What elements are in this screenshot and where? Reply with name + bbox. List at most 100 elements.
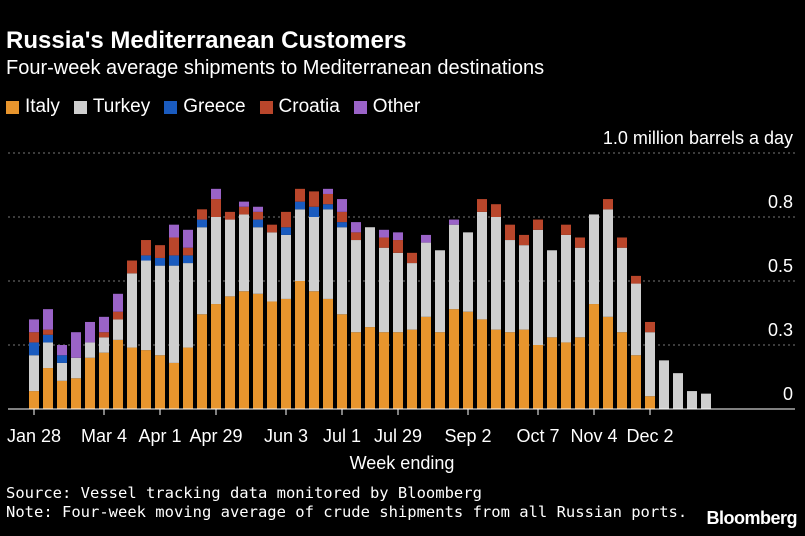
bar-segment-italy [645, 396, 655, 409]
chart-subtitle: Four-week average shipments to Mediterra… [6, 57, 545, 79]
x-tick-label: Jan 28 [7, 426, 61, 446]
bar-segment-turkey [575, 247, 585, 338]
x-tick-label: Apr 29 [189, 426, 242, 446]
legend-item-croatia: Croatia [259, 96, 340, 118]
bar-segment-croatia [477, 199, 487, 212]
x-tick-label: Jul 29 [374, 426, 422, 446]
bloomberg-logo: Bloomberg [706, 508, 797, 528]
bar-segment-croatia [169, 237, 179, 256]
x-axis-label: Week ending [350, 453, 455, 473]
y-tick-label: 0.5 [768, 256, 793, 276]
bar-segment-croatia [351, 232, 361, 241]
bar-segment-turkey [239, 214, 249, 292]
bar-segment-italy [603, 316, 613, 409]
legend-swatch-italy [6, 100, 19, 114]
bar-segment-other [253, 206, 263, 212]
bar-segment-italy [57, 380, 67, 409]
bars [29, 188, 711, 409]
bar-segment-croatia [99, 332, 109, 338]
bar-segment-turkey [365, 227, 375, 328]
bar-segment-croatia [155, 245, 165, 258]
bar-segment-greece [323, 204, 333, 210]
bar-segment-croatia [197, 209, 207, 220]
legend-item-turkey: Turkey [73, 96, 150, 118]
bar-segment-italy [71, 378, 81, 409]
bar-segment-turkey [603, 209, 613, 317]
bar-segment-turkey [533, 229, 543, 345]
bar-segment-croatia [29, 332, 39, 343]
bar-segment-croatia [505, 224, 515, 241]
bar-segment-turkey [435, 250, 445, 333]
bar-segment-italy [239, 291, 249, 409]
bar-segment-italy [127, 347, 137, 409]
x-tick-label: Nov 4 [570, 426, 617, 446]
bar-segment-italy [281, 298, 291, 409]
legend-label-italy: Italy [25, 96, 60, 117]
bar-segment-italy [197, 314, 207, 409]
bar-segment-italy [407, 329, 417, 409]
bar-segment-italy [85, 357, 95, 409]
bar-segment-turkey [407, 263, 417, 330]
legend-swatch-other [353, 100, 367, 114]
bar-segment-croatia [379, 237, 389, 248]
bar-segment-turkey [491, 217, 501, 330]
bar-segment-croatia [127, 260, 137, 274]
bar-segment-italy [589, 304, 599, 409]
legend-label-other: Other [372, 96, 421, 117]
bar-segment-italy [43, 368, 53, 409]
bar-segment-italy [491, 329, 501, 409]
bar-segment-other [43, 309, 53, 330]
bar-segment-greece [309, 206, 319, 217]
bar-segment-greece [197, 219, 207, 228]
bar-segment-other [351, 222, 361, 233]
bar-segment-turkey [379, 247, 389, 333]
x-tick-labels: Jan 28 Mar 4 Apr 1 Apr 29 Jun 3 Jul 1 Jul 29 Se… [7, 409, 674, 446]
legend-label-croatia: Croatia [278, 96, 340, 117]
y-tick-labels: 0 0.3 0.5 0.8 1.0 million barrels a day [603, 128, 793, 404]
bar-segment-turkey [113, 319, 123, 340]
legend-item-greece: Greece [164, 96, 246, 118]
bar-segment-turkey [519, 245, 529, 330]
x-tick-label: Apr 1 [138, 426, 181, 446]
bar-segment-italy [449, 309, 459, 409]
bar-segment-other [239, 201, 249, 207]
bar-segment-turkey [267, 232, 277, 302]
bar-segment-turkey [211, 217, 221, 305]
bar-segment-other [449, 219, 459, 225]
bar-segment-italy [29, 391, 39, 409]
bar-segment-italy [547, 337, 557, 409]
bar-segment-italy [253, 293, 263, 409]
bar-segment-greece [295, 201, 305, 210]
bar-segment-croatia [617, 237, 627, 248]
bar-segment-croatia [393, 240, 403, 253]
bar-segment-other [421, 234, 431, 243]
bar-segment-greece [57, 355, 67, 363]
bar-segment-turkey [659, 360, 669, 409]
bar-segment-italy [561, 342, 571, 409]
bar-segment-italy [379, 332, 389, 409]
bar-segment-turkey [295, 209, 305, 281]
x-tick-label: Sep 2 [444, 426, 491, 446]
bar-segment-greece [141, 255, 151, 261]
bar-segment-greece [183, 255, 193, 264]
bar-segment-turkey [449, 224, 459, 310]
bar-segment-turkey [309, 217, 319, 292]
bar-segment-turkey [631, 283, 641, 356]
bar-segment-other [113, 293, 123, 312]
bar-segment-turkey [155, 265, 165, 356]
bar-segment-other [71, 332, 81, 358]
x-tick-label: Mar 4 [81, 426, 127, 446]
legend-swatch-turkey [73, 100, 87, 114]
bar-segment-turkey [29, 355, 39, 392]
bar-segment-croatia [295, 188, 305, 202]
bar-segment-other [337, 199, 347, 212]
bar-segment-other [99, 316, 109, 333]
bar-segment-italy [113, 339, 123, 409]
bar-segment-croatia [43, 329, 53, 335]
bar-segment-greece [43, 334, 53, 343]
bar-segment-other [57, 345, 67, 356]
bar-segment-turkey [71, 357, 81, 379]
bar-segment-italy [575, 337, 585, 409]
bar-segment-croatia [253, 211, 263, 220]
bar-segment-croatia [211, 199, 221, 217]
